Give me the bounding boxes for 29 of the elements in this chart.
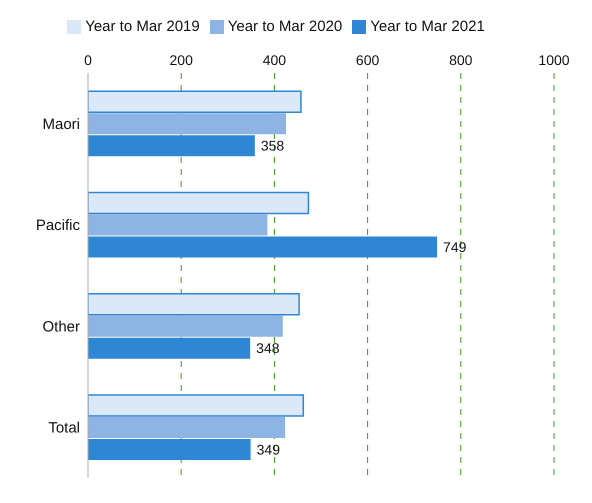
bar xyxy=(88,292,300,316)
y-tick-label: Total xyxy=(48,420,80,437)
data-label: 749 xyxy=(443,238,467,255)
x-tick-label: 200 xyxy=(170,52,194,68)
bar xyxy=(88,416,286,438)
bar xyxy=(88,236,438,258)
bar xyxy=(88,192,310,214)
y-tick-label: Other xyxy=(42,318,80,336)
bar xyxy=(88,394,304,417)
bar xyxy=(88,338,250,359)
bar xyxy=(88,316,283,337)
legend-label: Year to Mar 2021 xyxy=(370,18,485,35)
y-tick-label: Pacific xyxy=(36,217,80,234)
data-label: 349 xyxy=(256,441,280,458)
x-tick-label: 600 xyxy=(356,52,380,68)
legend-label: Year to Mar 2020 xyxy=(228,18,342,35)
x-tick-label: 1000 xyxy=(538,52,570,68)
bar xyxy=(88,135,255,156)
legend-label: Year to Mar 2019 xyxy=(85,18,200,35)
bar xyxy=(88,90,302,113)
x-tick-label: 400 xyxy=(262,52,286,68)
x-tick-label: 0 xyxy=(84,52,92,68)
bar xyxy=(88,214,268,236)
data-label: 348 xyxy=(256,340,280,356)
x-tick-label: 800 xyxy=(449,52,473,68)
y-tick-label: Maori xyxy=(42,116,80,133)
bar xyxy=(88,438,251,460)
data-label: 358 xyxy=(260,138,284,154)
bar xyxy=(88,113,286,134)
